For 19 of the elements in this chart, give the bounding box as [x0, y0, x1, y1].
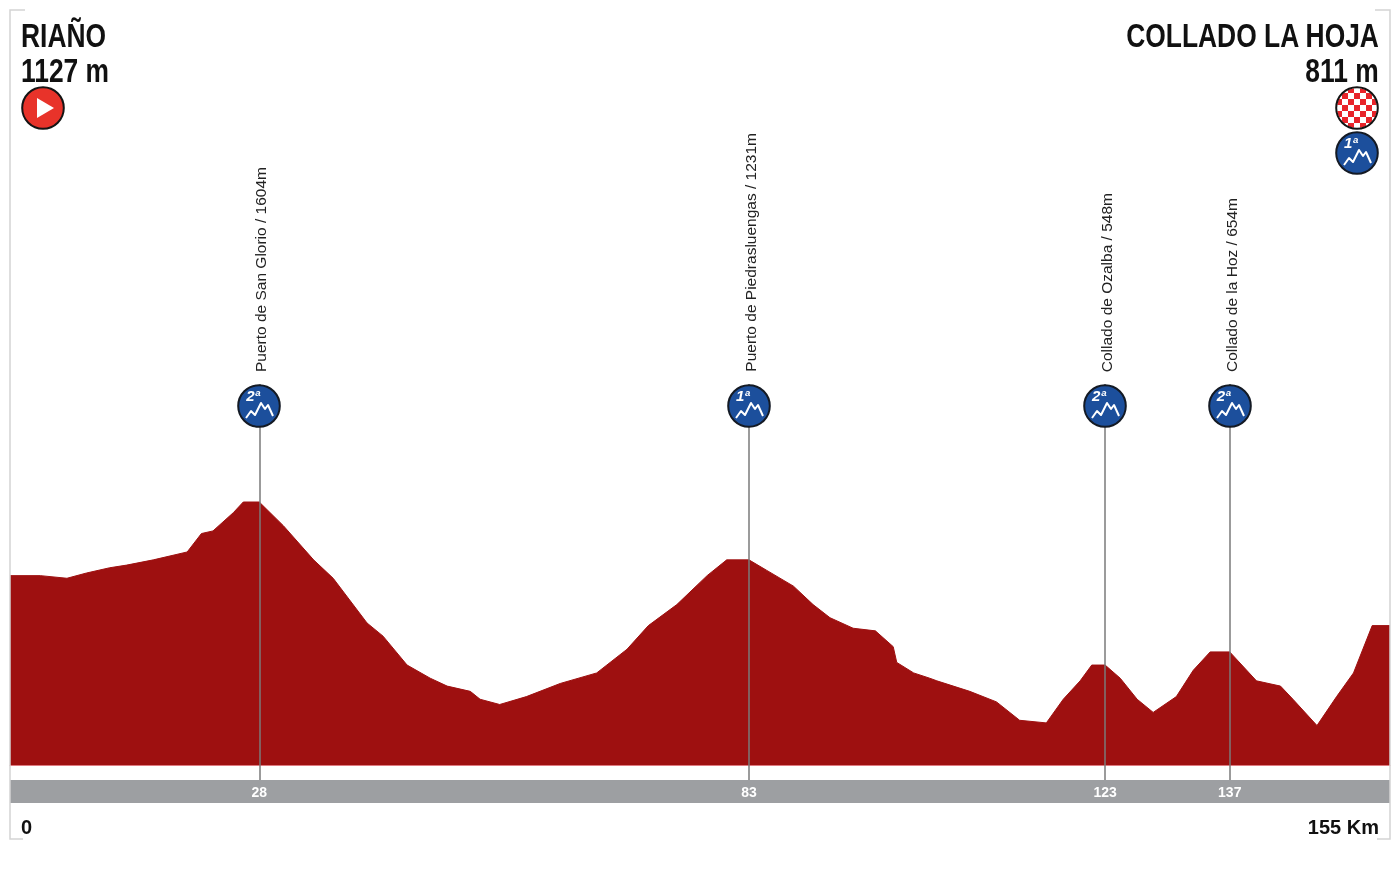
text: 811 m	[1305, 52, 1379, 89]
text: COLLADO LA HOJA	[1126, 17, 1379, 54]
text: 2ª	[1092, 387, 1106, 404]
text: 2ª	[1216, 387, 1231, 404]
text: 1ª	[1344, 134, 1358, 151]
text: 2ª	[246, 387, 261, 404]
x-tick-label: 83	[741, 783, 757, 800]
text: RIAÑO	[21, 17, 107, 54]
ref-line-label: Collado de la Hoz / 654m	[1222, 197, 1241, 372]
ref-line-label: Collado de Ozalba / 548m	[1098, 192, 1117, 372]
text: 0	[21, 815, 33, 839]
ref-line-label: Puerto de San Glorio / 1604m	[252, 166, 271, 372]
x-tick-label: 137	[1218, 783, 1242, 800]
text: 155 Km	[1307, 815, 1379, 839]
text: 1127 m	[21, 52, 110, 89]
x-tick-label: 28	[251, 783, 268, 800]
x-tick-label: 123	[1093, 783, 1117, 800]
text: 1ª	[735, 387, 750, 404]
ref-line-label: Puerto de Piedrasluengas / 1231m	[741, 133, 760, 372]
